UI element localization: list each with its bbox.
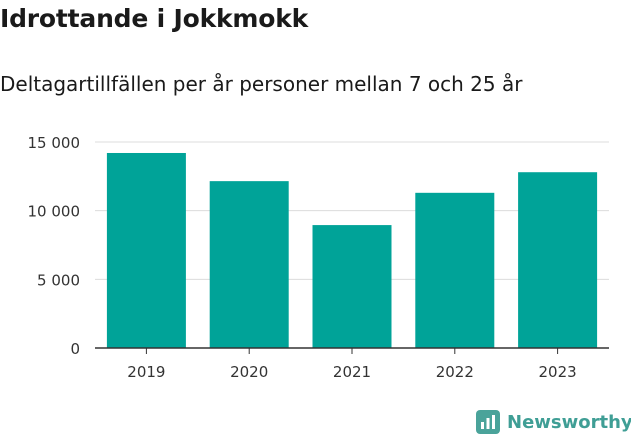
x-tick-label: 2021 — [333, 363, 371, 381]
bar — [209, 181, 289, 348]
bar — [415, 192, 495, 348]
y-tick-label: 10 000 — [28, 203, 81, 221]
chart-subtitle: Deltagartillfällen per år personer mella… — [0, 72, 523, 96]
chart-title: Idrottande i Jokkmokk — [0, 4, 309, 33]
bar — [312, 225, 392, 348]
newsworthy-logo-icon — [476, 410, 500, 434]
brand-logo: Newsworthy — [476, 408, 631, 436]
bar — [518, 172, 598, 348]
x-tick-label: 2019 — [127, 363, 165, 381]
y-tick-label: 15 000 — [28, 134, 81, 152]
y-tick-label: 5 000 — [37, 271, 80, 289]
x-tick-label: 2020 — [230, 363, 268, 381]
x-tick-label: 2023 — [539, 363, 577, 381]
brand-name: Newsworthy — [507, 411, 631, 433]
x-tick-label: 2022 — [436, 363, 474, 381]
bar — [106, 152, 186, 348]
y-tick-label: 0 — [70, 340, 80, 358]
